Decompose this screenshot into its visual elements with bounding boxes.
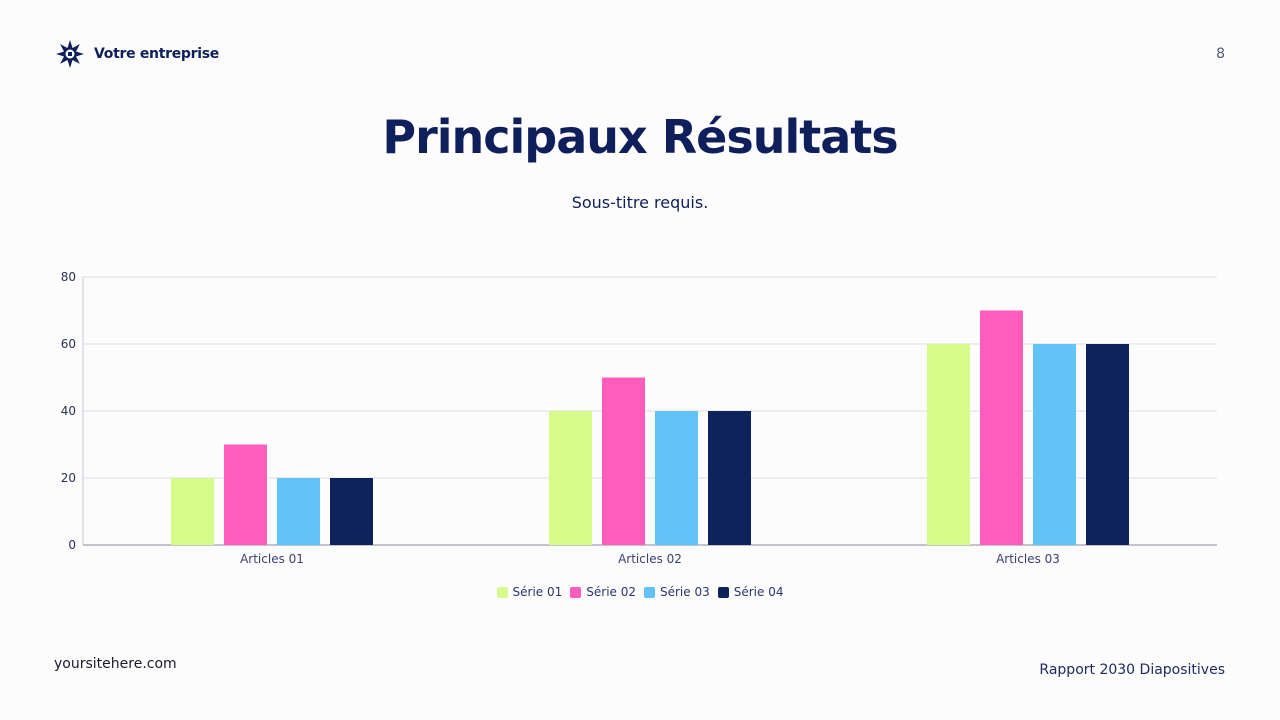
legend-swatch xyxy=(717,586,729,598)
legend-swatch xyxy=(644,586,655,598)
bar xyxy=(980,310,1023,545)
slide-title: Principaux Résultats xyxy=(382,110,898,164)
chart-legend: Série 01 Série 02 Série 03 Série 04 xyxy=(0,585,1280,599)
bar xyxy=(224,444,267,545)
x-tick-label: Articles 02 xyxy=(618,552,682,566)
bar xyxy=(171,478,214,545)
legend-label: Série 04 xyxy=(733,585,784,599)
y-tick-label: 0 xyxy=(68,538,76,552)
legend-swatch xyxy=(496,586,508,598)
bar xyxy=(330,478,373,545)
company-name: Votre entreprise xyxy=(94,46,219,62)
legend-label: Série 02 xyxy=(586,585,636,599)
bar xyxy=(277,478,320,545)
bar-chart: 0 20 40 60 80 Articles 01 Articles 02 Articles … xyxy=(61,270,1217,566)
slide-subtitle: Sous-titre requis. xyxy=(571,193,709,212)
legend-label: Série 01 xyxy=(512,585,563,599)
x-tick-label: Articles 03 xyxy=(996,552,1060,566)
legend-item: Série 04 xyxy=(717,585,784,599)
y-tick-label: 80 xyxy=(61,270,76,284)
y-tick-label: 40 xyxy=(61,404,76,418)
y-tick-label: 60 xyxy=(61,337,76,351)
y-tick-label: 20 xyxy=(61,471,76,485)
legend-swatch xyxy=(570,586,582,598)
bar xyxy=(1086,344,1129,545)
page-number: 8 xyxy=(1216,46,1225,62)
legend-item: Série 02 xyxy=(570,585,636,599)
compass-star-icon xyxy=(56,40,84,68)
bar xyxy=(708,411,751,545)
bar xyxy=(927,344,970,545)
bar xyxy=(655,411,698,545)
bar xyxy=(1033,344,1076,545)
footer-website: yoursitehere.com xyxy=(54,656,177,672)
footer-report: Rapport 2030 Diapositives xyxy=(1039,662,1225,678)
bar xyxy=(549,411,592,545)
bar xyxy=(602,377,645,545)
legend-label: Série 03 xyxy=(660,585,710,599)
x-tick-label: Articles 01 xyxy=(240,552,304,566)
legend-item: Série 01 xyxy=(496,585,563,599)
legend-item: Série 03 xyxy=(644,585,710,599)
brand: Votre entreprise xyxy=(56,40,219,68)
